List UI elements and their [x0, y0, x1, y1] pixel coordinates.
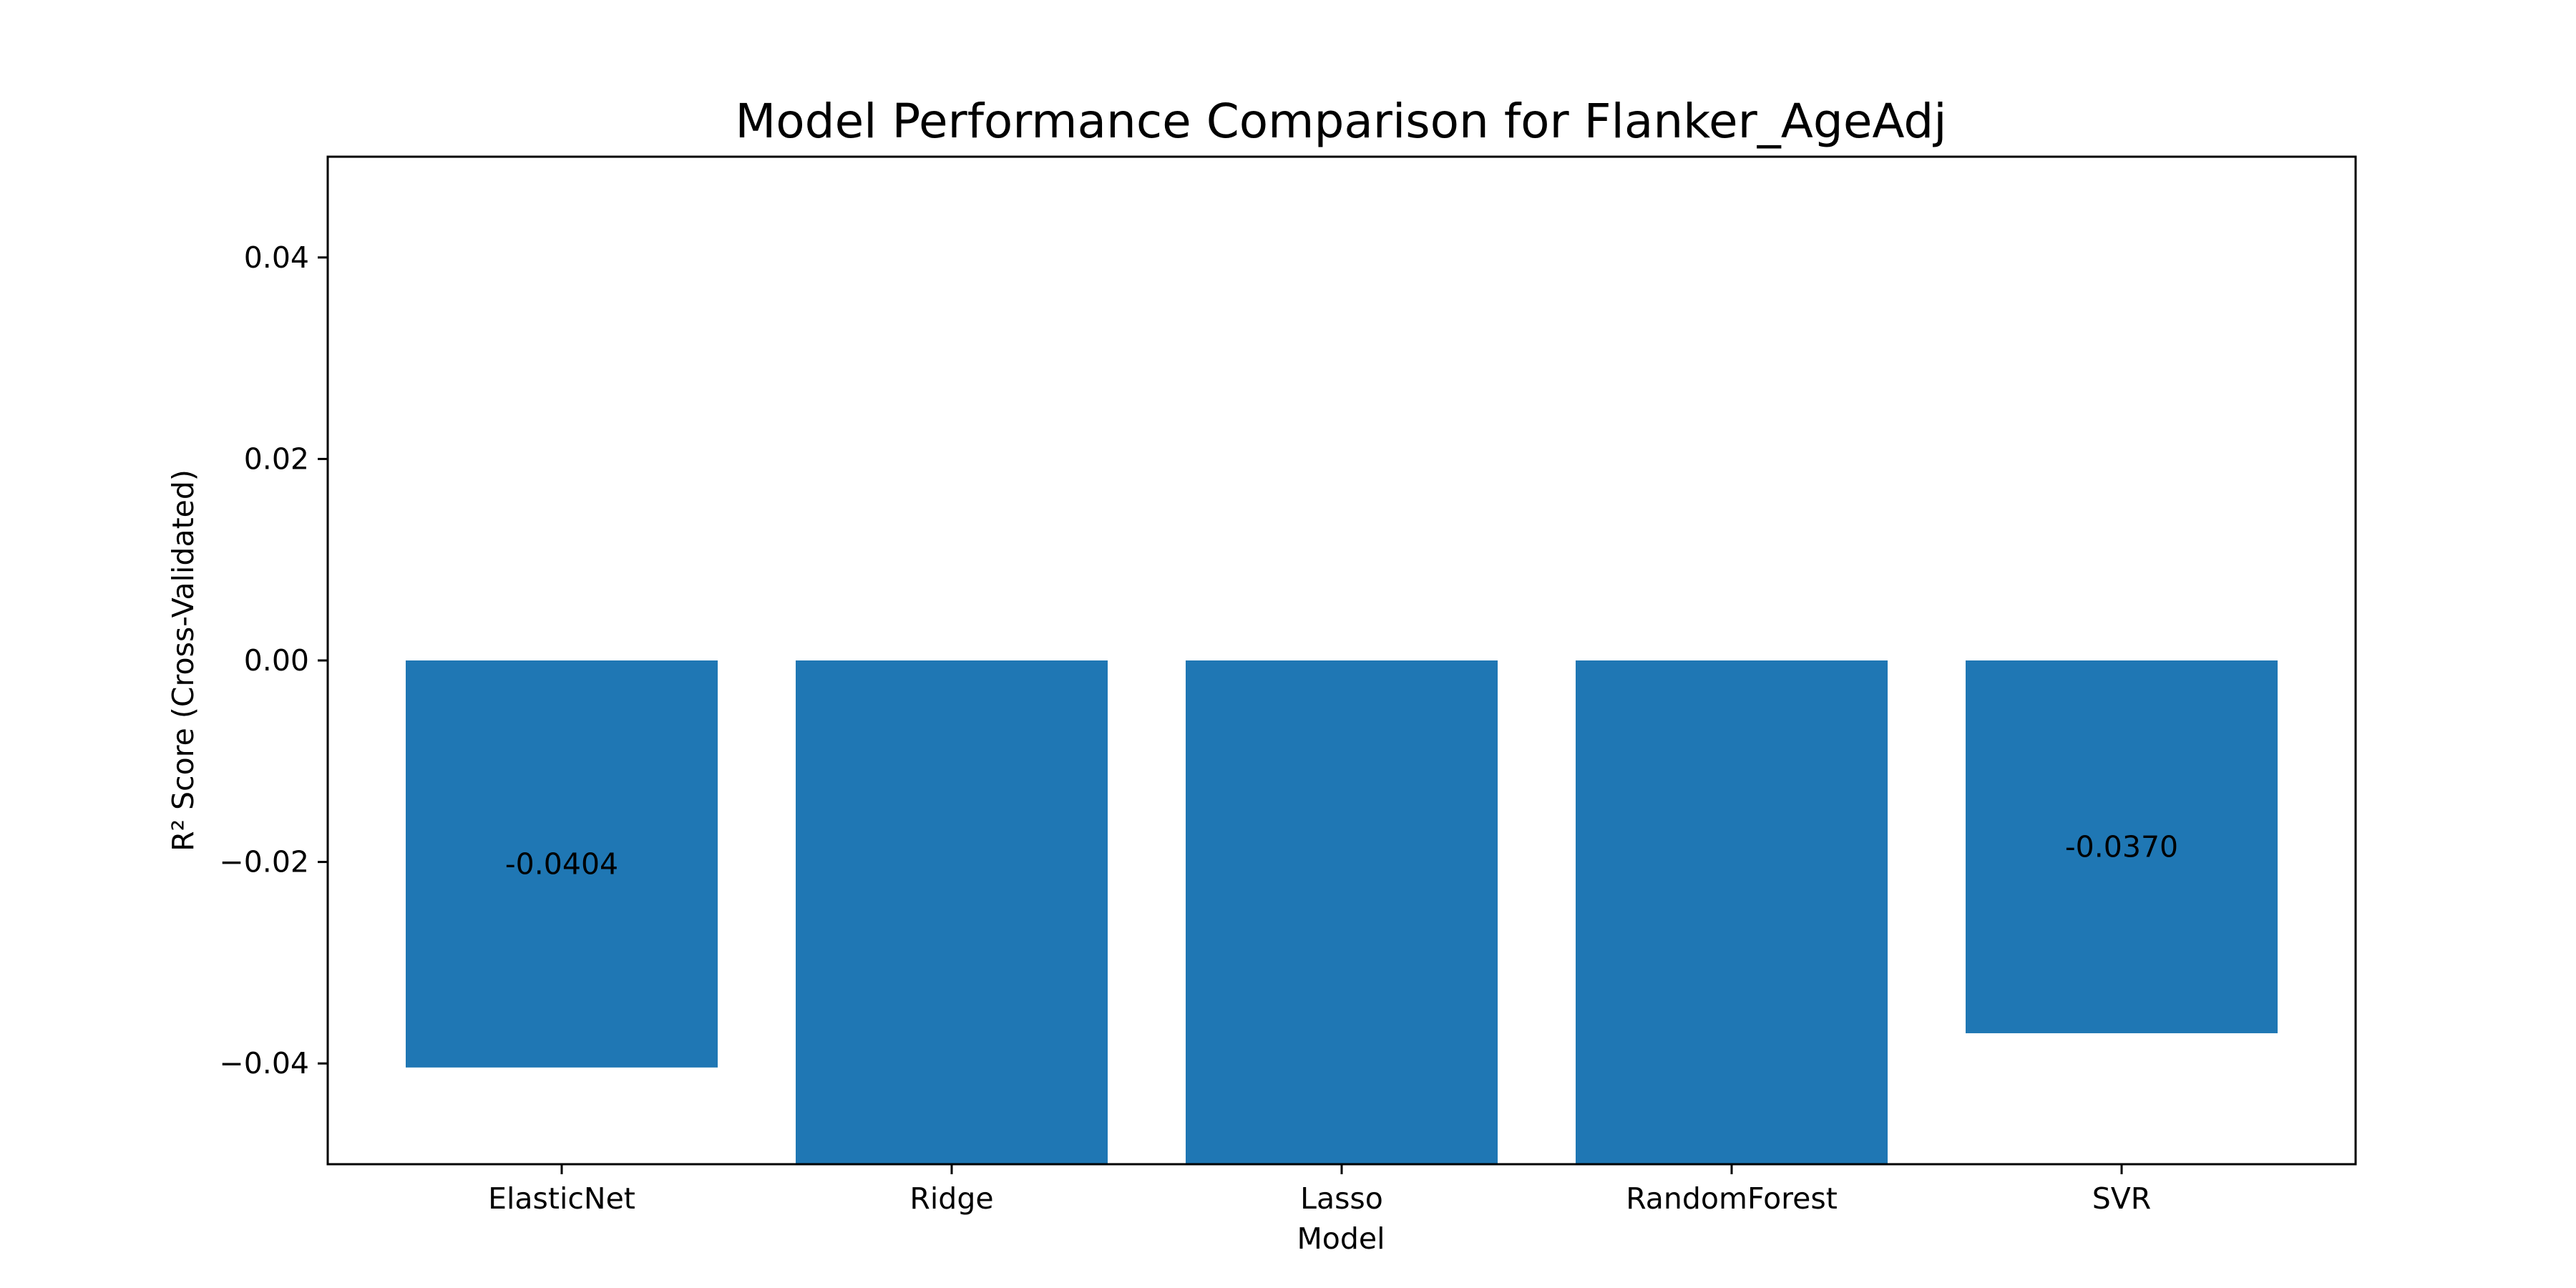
- x-tick-label: Ridge: [909, 1181, 993, 1216]
- data-label: -0.0370: [2065, 829, 2178, 864]
- x-tick-label: Lasso: [1300, 1181, 1383, 1216]
- chart-title: Model Performance Comparison for Flanker…: [735, 94, 1946, 149]
- bar-ridge: [796, 660, 1108, 1164]
- data-label: -0.0404: [505, 847, 618, 881]
- bar-lasso: [1186, 660, 1498, 1164]
- y-tick-label: 0.02: [244, 441, 309, 476]
- x-tick-label: RandomForest: [1626, 1181, 1838, 1216]
- bar-elasticnet: [406, 660, 718, 1068]
- y-ticks-layer: 0.04 0.02 0.00 −0.02 −0.04: [219, 240, 328, 1080]
- bar-svr: [1966, 660, 2278, 1033]
- bars-layer: [406, 660, 2278, 1164]
- x-tick-label: ElasticNet: [488, 1181, 635, 1216]
- y-axis-label: R² Score (Cross-Validated): [166, 469, 200, 852]
- bar-randomforest: [1576, 660, 1888, 1164]
- data-labels-layer: -0.0404 -0.0370: [505, 829, 2178, 881]
- y-tick-label: 0.04: [244, 240, 309, 275]
- y-tick-label: 0.00: [244, 643, 309, 678]
- x-axis-label: Model: [1297, 1221, 1385, 1256]
- plot-frame: [326, 155, 2357, 1166]
- x-tick-label: SVR: [2092, 1181, 2152, 1216]
- y-tick-label: −0.02: [219, 845, 309, 879]
- x-ticks-layer: ElasticNet Ridge Lasso RandomForest SVR: [488, 1164, 2151, 1216]
- y-tick-label: −0.04: [219, 1046, 309, 1080]
